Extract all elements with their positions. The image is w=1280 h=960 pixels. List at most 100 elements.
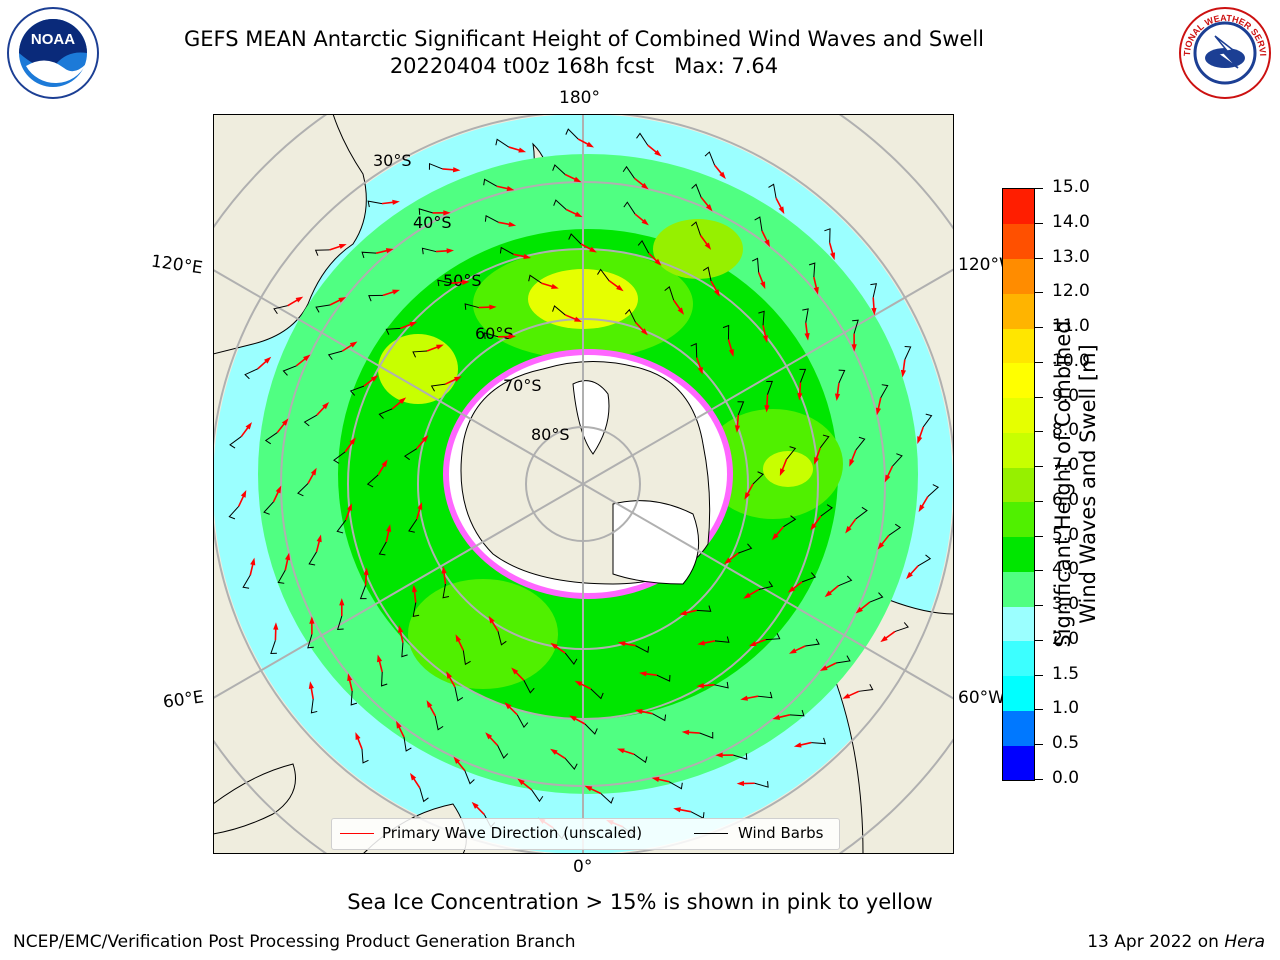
wind-barb [303, 414, 318, 427]
wind-barb [277, 570, 286, 584]
wind-barb [228, 505, 240, 520]
wind-barb [691, 221, 701, 236]
wind-barb [361, 251, 377, 259]
wind-barb [758, 310, 765, 326]
wave-direction-arrowhead [370, 375, 379, 382]
wave-direction-arrowhead [771, 533, 779, 541]
wind-barb [635, 645, 650, 654]
colorbar-segment [1003, 640, 1034, 677]
wave-direction-arrowhead [381, 459, 388, 468]
colorbar-segment [1003, 710, 1034, 746]
wind-barb [768, 183, 777, 199]
colorbar-segment [1003, 467, 1034, 503]
wind-barb [880, 384, 889, 398]
map-legend: Primary Wave Direction (unscaled) Wind B… [331, 818, 840, 850]
wind-barb [437, 279, 452, 287]
wind-barb [838, 575, 853, 587]
wind-barb [824, 228, 831, 243]
wave-band-5m-south [408, 579, 558, 689]
wave-direction-arrowhead [855, 606, 863, 614]
wave-direction-arrowhead [508, 221, 517, 227]
wave-max-east [763, 451, 813, 487]
wave-direction-arrowhead [797, 392, 803, 401]
wind-barb [783, 515, 797, 528]
wave-direction-arrowhead [240, 490, 247, 498]
wind-barb [401, 642, 408, 658]
wave-direction-arrowhead [918, 504, 925, 513]
wind-barb [499, 246, 514, 255]
colorbar-tick-label: 13.0 [1052, 246, 1090, 267]
wave-direction-legend-line [340, 833, 374, 834]
wave-direction-arrowhead [713, 289, 720, 297]
wind-barb [462, 650, 471, 666]
wave-direction-arrowhead [436, 344, 444, 350]
colorbar-tick-mark [1035, 570, 1043, 572]
wave-direction-arrowhead [471, 801, 479, 809]
wind-barb [263, 501, 274, 515]
map-canvas: 30°S 40°S 50°S 60°S 70°S 80°S [213, 114, 954, 854]
wave-direction-arrowhead [441, 566, 447, 574]
colorbar-tick-mark [1035, 605, 1043, 607]
wind-barb [308, 551, 317, 566]
colorbar-tick-mark [1035, 674, 1043, 676]
wind-barb [385, 327, 401, 335]
wind-barb [751, 257, 760, 273]
wave-direction-arrowhead [673, 807, 681, 813]
wind-barb [568, 233, 582, 245]
wave-direction-arrowhead [322, 402, 330, 410]
wind-barb [623, 201, 636, 215]
wave-direction-arrowhead [295, 296, 304, 303]
wind-barb [464, 770, 475, 785]
wind-barb [757, 691, 773, 699]
colorbar-tick-label: 7.0 [1052, 455, 1080, 476]
wind-barb [442, 583, 450, 599]
wind-barb [528, 274, 542, 284]
wind-barb [564, 758, 578, 770]
wind-barb [553, 199, 567, 210]
lon-label-0: 0° [573, 857, 593, 877]
wave-direction-arrowhead [875, 407, 881, 416]
wind-barb [696, 605, 712, 612]
wave-direction-arrowhead [338, 243, 347, 249]
wave-direction-arrowhead [740, 695, 748, 701]
wave-direction-arrowhead [523, 253, 532, 260]
wind-barb [418, 208, 433, 215]
wind-barb [367, 200, 383, 208]
wind-barb [428, 162, 443, 170]
wind-barb [870, 283, 878, 298]
colorbar-segment [1003, 397, 1034, 433]
wave-direction-arrowhead [421, 434, 429, 443]
colorbar-tick-label: 11.0 [1052, 316, 1090, 337]
footer-date: 13 Apr 2022 on Hera [1087, 932, 1265, 952]
wave-direction-arrowhead [452, 167, 461, 173]
colorbar-tick-mark [1035, 361, 1043, 363]
wind-barb [754, 781, 769, 788]
wave-direction-arrowhead [446, 248, 455, 254]
wave-direction-arrowhead [654, 149, 662, 157]
nws-logo: NATIONAL WEATHER SERVICE [1175, 0, 1272, 100]
wave-direction-arrowhead [303, 354, 311, 362]
wave-direction-arrowhead [411, 584, 418, 593]
wave-direction-arrowhead [453, 376, 462, 382]
wind-barb [624, 308, 636, 323]
colorbar-segment [1003, 223, 1034, 259]
wind-barb [464, 303, 479, 310]
colorbar-tick-mark [1035, 500, 1043, 502]
wind-barb [805, 638, 820, 647]
colorbar-tick-mark [1035, 466, 1043, 468]
noaa-logo: NOAA [6, 6, 100, 100]
wave-direction-arrowhead [309, 616, 315, 624]
wind-barb [408, 519, 418, 533]
wave-direction-arrowhead [517, 778, 525, 786]
colorbar-segment [1003, 536, 1034, 572]
colorbar-tick-label: 9.0 [1052, 385, 1080, 406]
lon-label-60e: 60°E [161, 687, 206, 713]
wind-barb [838, 369, 846, 384]
wind-barb [597, 268, 610, 281]
wind-barb [297, 483, 309, 497]
wave-direction-arrowhead [551, 283, 559, 289]
colorbar-tick-mark [1035, 188, 1043, 189]
wave-direction-arrowhead [346, 503, 352, 512]
wind-barb [350, 690, 358, 706]
wind-barb [315, 304, 330, 313]
